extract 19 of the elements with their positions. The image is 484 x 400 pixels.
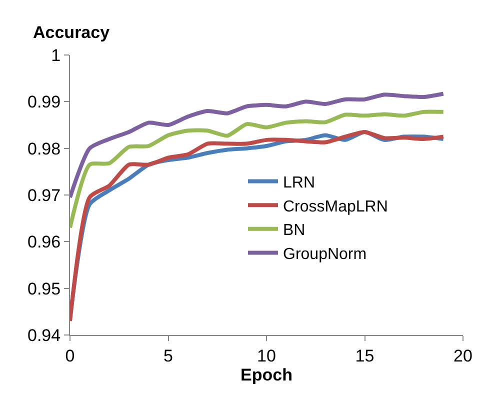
x-tick-label: 5 xyxy=(164,346,173,366)
x-tick-label: 10 xyxy=(257,346,276,366)
x-tick-label: 0 xyxy=(65,346,75,366)
legend-label: BN xyxy=(283,222,306,240)
y-tick-label: 0.98 xyxy=(28,139,61,158)
y-tick-label: 0.97 xyxy=(28,186,61,205)
y-tick-label: 0.95 xyxy=(28,279,61,298)
y-tick-label: 0.96 xyxy=(28,232,61,252)
x-tick-label: 15 xyxy=(355,346,374,366)
y-axis-title: Accuracy xyxy=(33,23,110,42)
x-axis-title: Epoch xyxy=(240,365,292,384)
legend-label: CrossMapLRN xyxy=(283,198,388,216)
legend-label: LRN xyxy=(283,174,316,192)
y-tick-label: 0.94 xyxy=(28,326,61,345)
line-series xyxy=(70,92,446,200)
y-tick-label: 1 xyxy=(51,46,61,65)
x-tick-label: 20 xyxy=(454,346,472,366)
y-tick-label: 0.99 xyxy=(28,92,61,112)
legend-label: GroupNorm xyxy=(283,246,367,263)
